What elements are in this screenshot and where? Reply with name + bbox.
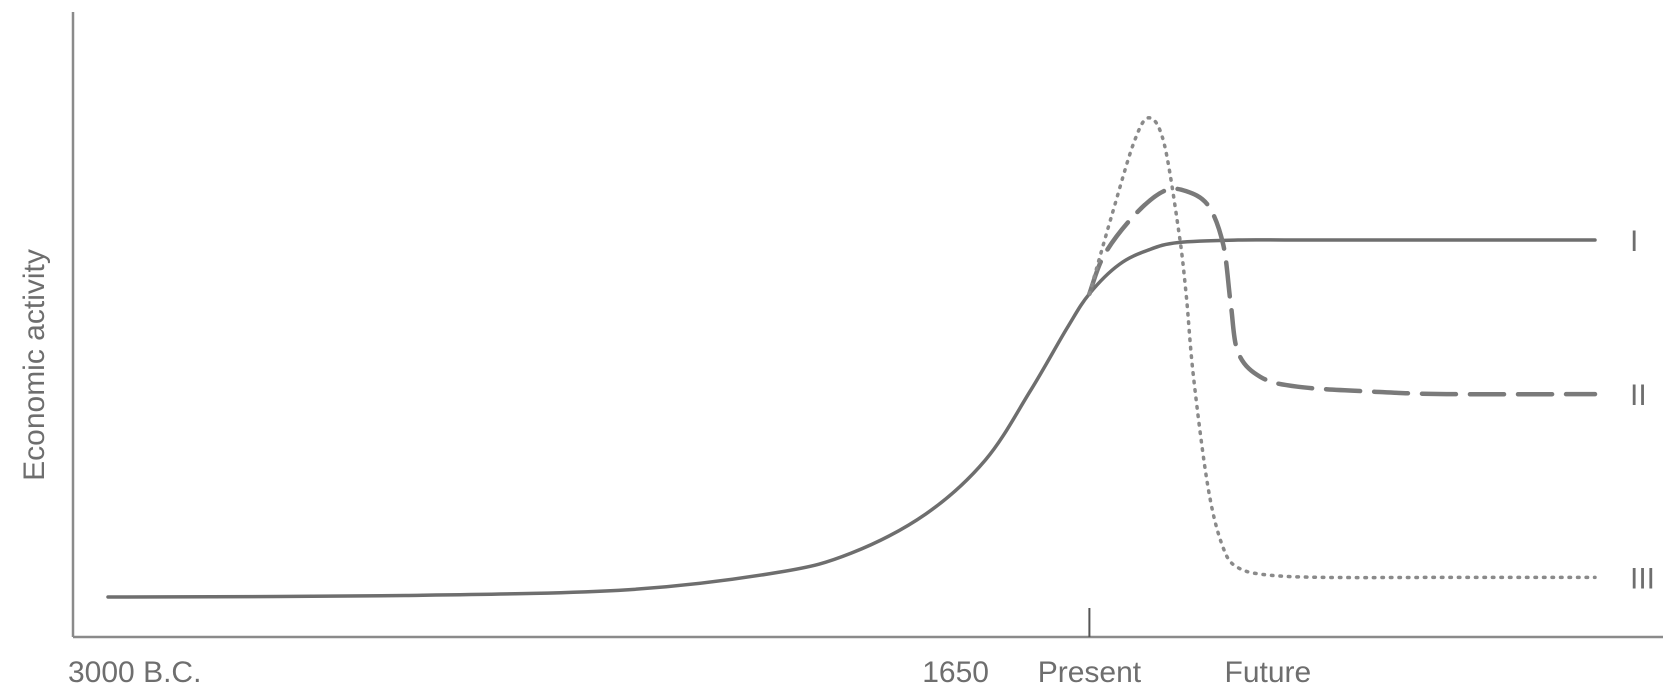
series-line-ii	[1087, 186, 1598, 397]
x-tick-label-1: 1650	[922, 656, 989, 689]
x-tick-label-2: Present	[1038, 656, 1142, 689]
x-tick-label-3: Future	[1225, 656, 1312, 689]
series-line-iii	[1087, 116, 1597, 580]
x-tick-layer: 3000 B.C. 1650 Present Future	[68, 608, 1311, 689]
series-label-ii: II	[1630, 379, 1647, 412]
y-axis-label: Economic activity	[18, 249, 51, 481]
series-label-iii: III	[1630, 562, 1655, 595]
series-line-i	[106, 238, 1597, 599]
x-tick-label-0: 3000 B.C.	[68, 656, 201, 689]
series-label-i: I	[1630, 225, 1638, 258]
